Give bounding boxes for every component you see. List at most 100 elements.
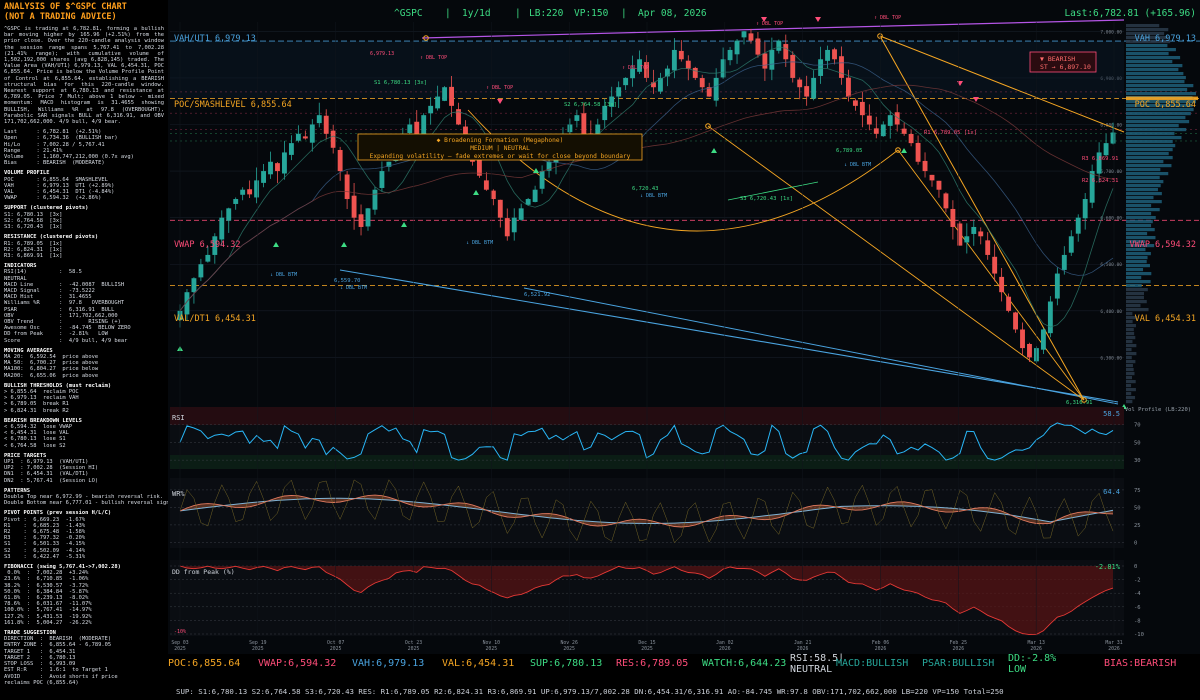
buy-signal-icon [401, 222, 407, 227]
volume-profile-bar [1126, 36, 1168, 40]
x-tick-year: 2025 [330, 646, 342, 652]
volume-profile-bar [1126, 24, 1160, 28]
candle-body [859, 101, 865, 116]
volume-profile-bar [1126, 152, 1169, 156]
volume-profile-bar [1126, 80, 1185, 84]
analysis-section-heading: INDICATORS [4, 263, 37, 270]
volume-profile-bar [1126, 260, 1147, 264]
sell-signal-icon [815, 17, 821, 22]
volume-profile-bar [1126, 332, 1135, 336]
candle-body [734, 40, 740, 55]
volume-profile-bar [1126, 52, 1169, 56]
dbl-top-tag-4: ↑ DBL TOP [874, 15, 901, 21]
analysis-line: > 6,855.64 reclaim POC [4, 388, 79, 395]
candle-body [323, 115, 329, 134]
analysis-line: Awesome Osc : -84.745 BELOW ZERO [4, 325, 131, 332]
volume-profile-bar [1126, 316, 1138, 320]
volume-profile-bar [1126, 216, 1156, 220]
dbl-btm-tag-1: ↓ DBL BTM [270, 272, 297, 278]
candle-body [379, 171, 385, 188]
analysis-line: Score : 4/9 bull, 4/9 bear [4, 337, 128, 344]
candle-body [727, 49, 733, 61]
analysis-line: R2 : 6,675.48 -1.58% [4, 529, 86, 536]
analysis-section: BEARISH BREAKDOWN LEVELS < 6,594.32 lose … [0, 418, 168, 449]
volume-profile-bar [1126, 304, 1141, 308]
analysis-line: 127.2% : 5,431.53 -19.92% [4, 613, 92, 620]
candle-body [901, 128, 907, 134]
upper-trendline [421, 19, 1125, 39]
volume-profile-bar [1126, 248, 1146, 252]
volume-profile-bar [1126, 376, 1132, 380]
analysis-line: OBV Trend : RISING (+) [4, 318, 121, 325]
candle-body [748, 33, 754, 41]
x-tick-year: 2025 [408, 646, 420, 652]
x-tick-year: 2025 [174, 646, 186, 652]
candle-body [428, 105, 434, 114]
chart-area: ^GSPC | 1y/1d | LB:220 VP:150 | Apr 08, … [168, 0, 1200, 700]
volume-profile-bar [1126, 112, 1191, 116]
volume-profile-bar [1126, 380, 1136, 384]
volume-profile-bar [1126, 276, 1142, 280]
price-tick-label: 6,600.00 [1100, 216, 1122, 222]
analysis-line: 100.0% : 5,767.41 -14.97% [4, 607, 92, 614]
analysis-line: TARGET 2 : 6,780.13 [4, 654, 76, 661]
candle-body [602, 105, 608, 121]
analysis-line: NEUTRAL [4, 275, 27, 282]
analysis-line: < 6,594.32 lose VWAP [4, 423, 73, 430]
bottom-rsi-state: NEUTRAL [790, 664, 833, 675]
volume-profile-bar [1126, 148, 1173, 152]
volume-profile-bar [1126, 372, 1135, 376]
lower-trendline-1 [339, 269, 1119, 403]
pivot-marker [423, 35, 429, 41]
volume-profile-bar [1126, 364, 1133, 368]
wr-tick-label: 0 [1134, 540, 1137, 546]
volume-profile-bar [1126, 300, 1147, 304]
analysis-section: RESISTANCE (clustered pivots) R1: 6,789.0… [0, 234, 168, 259]
volume-profile-bar [1126, 108, 1194, 112]
x-tick-year: 2026 [1030, 646, 1042, 652]
volume-profile-bar [1126, 352, 1137, 356]
candle-body [1027, 343, 1032, 358]
analysis-line: > 6,789.05 break R1 [4, 401, 69, 408]
analysis-line: UP2 : 7,002.28 (Session HI) [4, 465, 99, 472]
analysis-line: 61.8% : 6,239.13 -8.02% [4, 595, 89, 602]
bottom-psar: PSAR:BULLISH [922, 658, 995, 669]
candle-body [1082, 199, 1088, 219]
candle-body [226, 208, 232, 221]
x-tick-label: Sep 19 [249, 640, 266, 646]
candle-body [288, 143, 294, 155]
analysis-section: FIBONACCI (swing 5,767.41->7,002.28) 0.0… [0, 564, 168, 626]
analysis-line: PSAR : 6,316.91 BULL [4, 306, 115, 313]
volume-profile-bar [1126, 28, 1169, 32]
bearish-box-line1: ▼ BEARISH [1040, 55, 1075, 63]
candle-body [198, 264, 204, 278]
analysis-section-heading: TRADE SUGGESTION [4, 630, 56, 637]
candle-body [546, 161, 552, 171]
header-sep3: | [621, 8, 627, 19]
candle-body [866, 115, 872, 125]
volume-profile-bar [1126, 268, 1144, 272]
candle-body [414, 121, 420, 134]
val-label: VAL/DT1 6,454.31 [174, 314, 256, 324]
analysis-line: S3 : 6,422.47 -5.31% [4, 553, 86, 560]
pattern-box [357, 133, 643, 161]
candle-body [880, 124, 886, 137]
candle-body [755, 38, 761, 55]
candle-body [581, 113, 587, 134]
r2-tag: R2 6,824.31 [1082, 178, 1118, 184]
pivot-marker [877, 33, 883, 39]
bottom-summary-row: POC:6,855.64 VWAP:6,594.32 VAH:6,979.13 … [168, 653, 1200, 678]
candle-body [595, 124, 601, 141]
candle-body [184, 292, 190, 315]
volume-profile-bar [1126, 324, 1136, 328]
bottom-detail-row: SUP: S1:6,780.13 S2:6,764.58 S3:6,720.43… [176, 687, 1004, 696]
analysis-line: S1: 6,780.13 [3x] [4, 211, 63, 218]
buy-signal-icon [473, 190, 479, 195]
bottom-poc: POC:6,855.64 [168, 658, 241, 669]
volume-profile-bar [1126, 180, 1164, 184]
s1-tag: S1 6,780.13 [3x] [374, 80, 427, 86]
fan-line-1 [879, 35, 1085, 401]
s3-tag: S3 6,720.43 [1x] [740, 196, 793, 202]
candle-body [964, 236, 970, 243]
vwap-label: VWAP 6,594.32 [174, 240, 241, 250]
